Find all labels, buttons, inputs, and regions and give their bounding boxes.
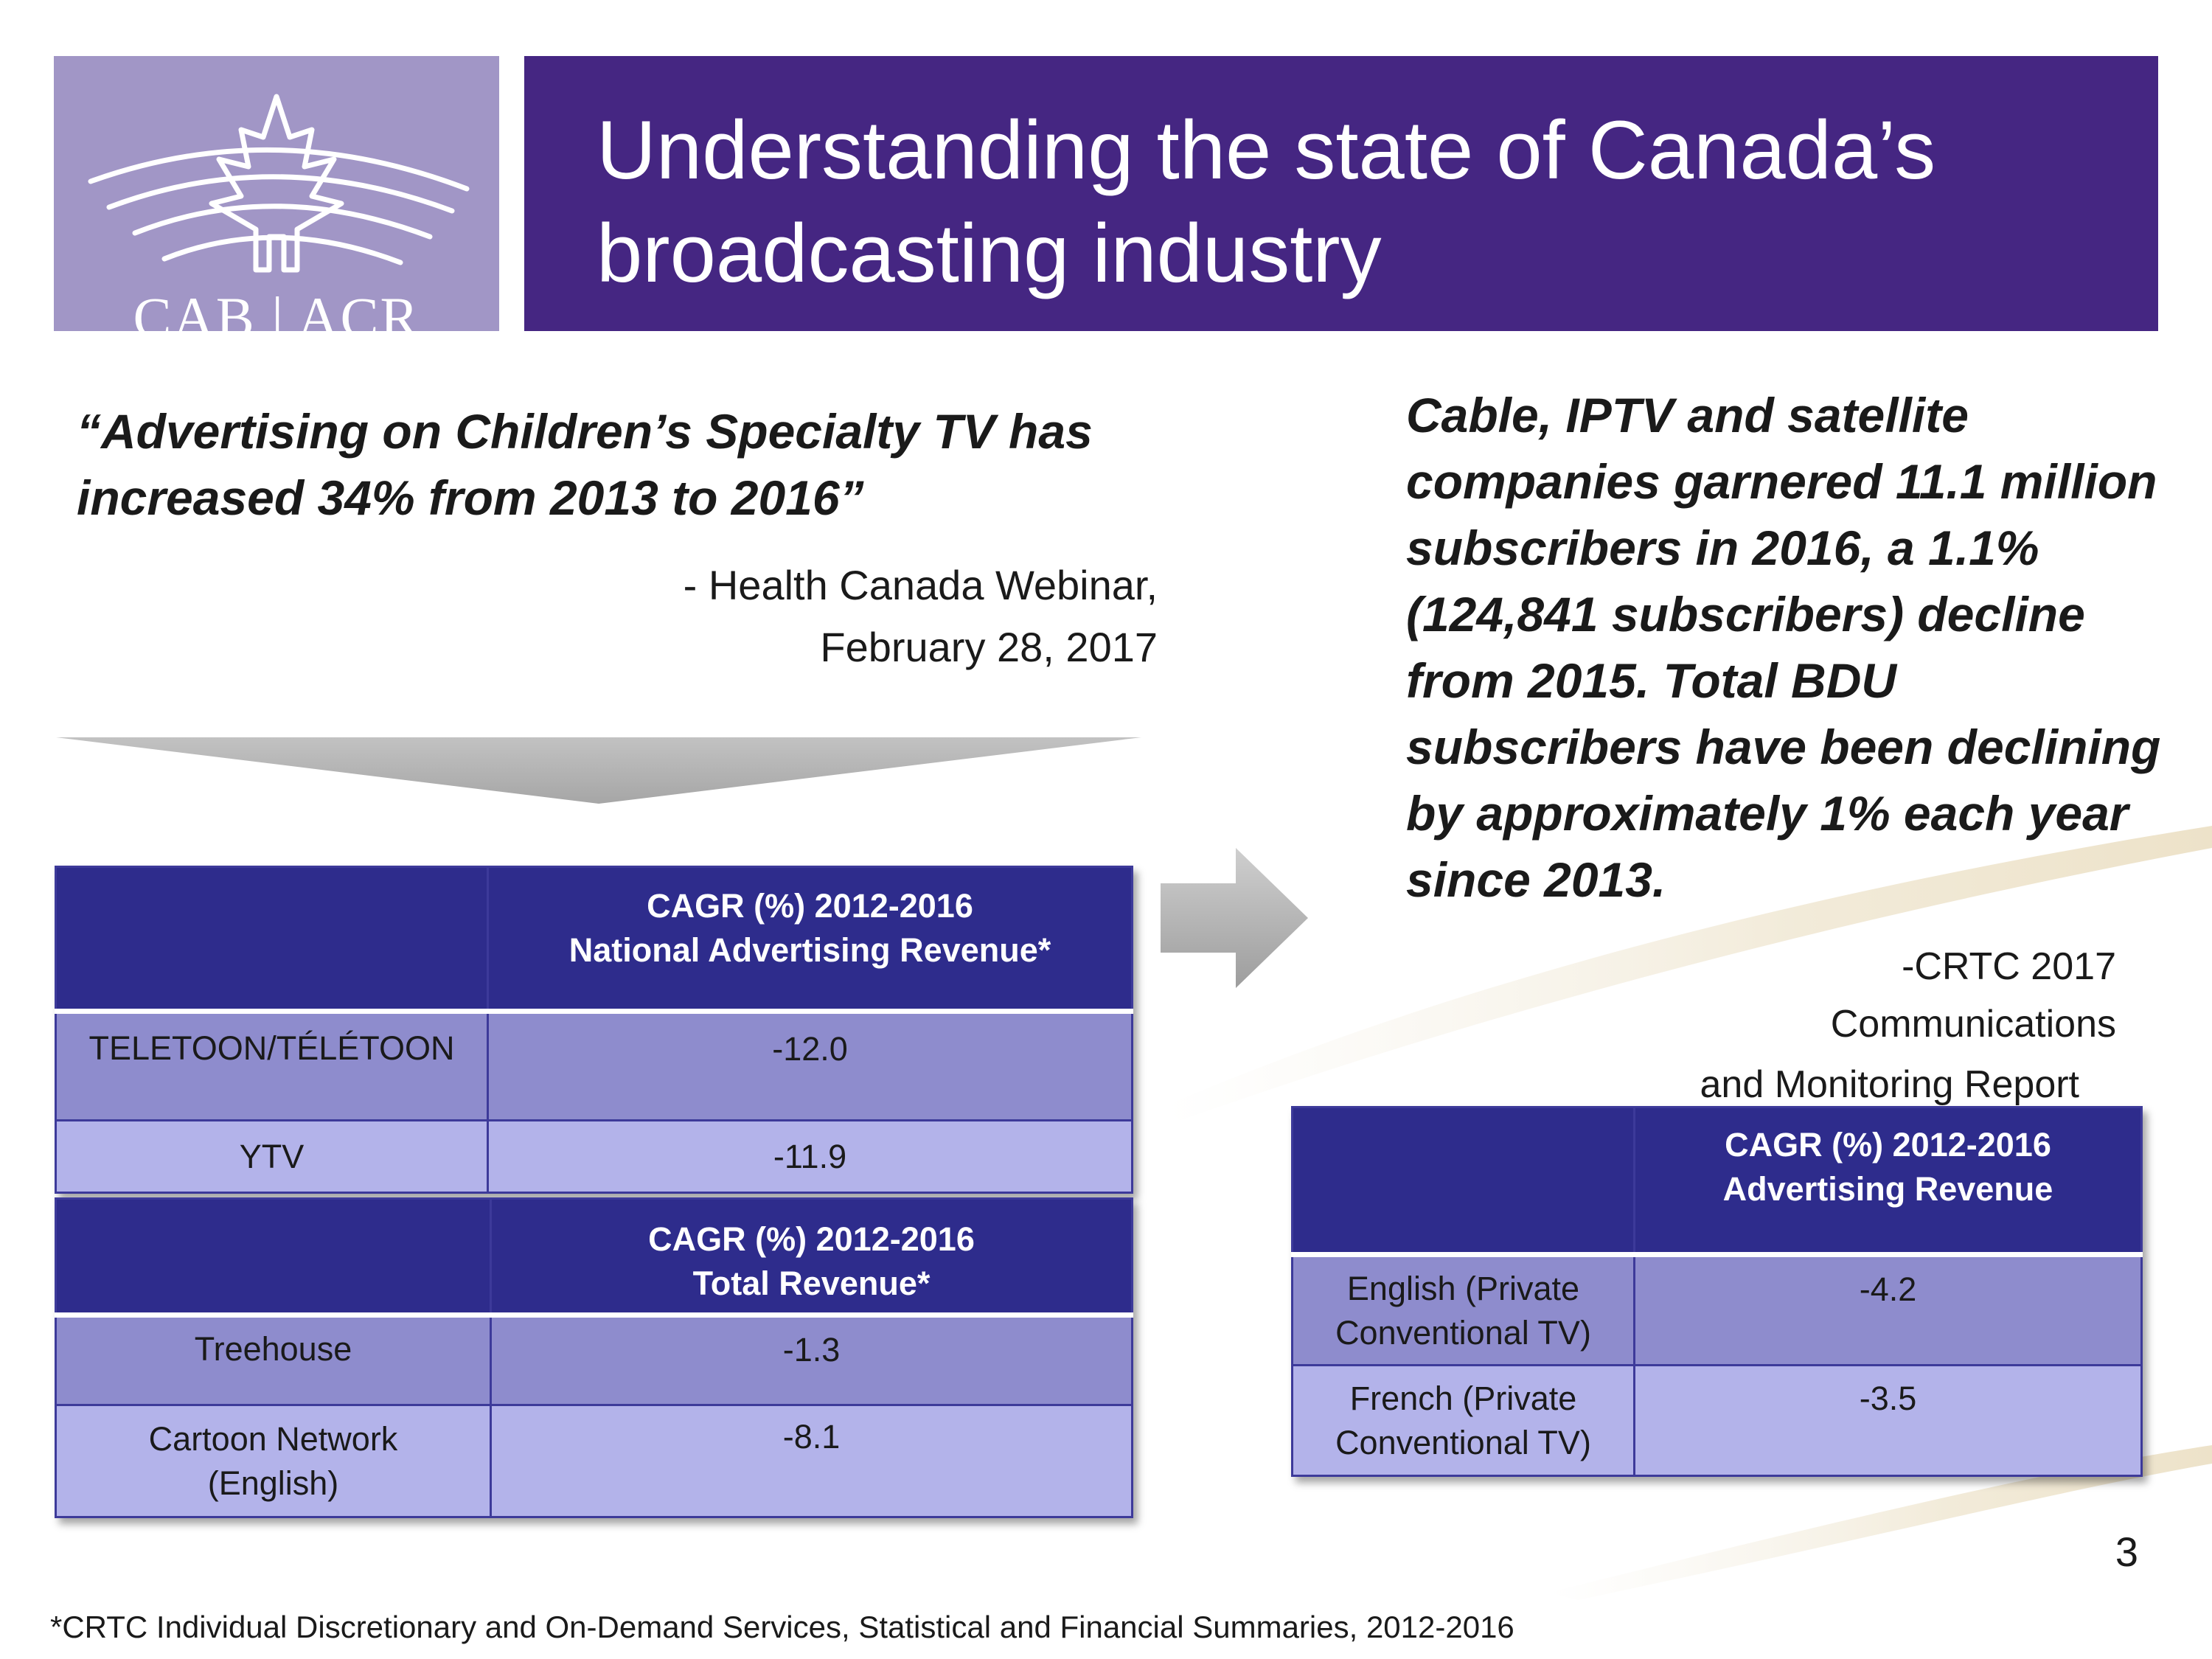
table-row: English (Private Conventional TV) -4.2 — [1291, 1253, 2143, 1366]
crtc-attribution-cont: and Monitoring Report — [1622, 1056, 2079, 1113]
attribution-line: February 28, 2017 — [820, 624, 1158, 670]
logo-text: CAB | ACR — [133, 285, 420, 349]
header-line: CAGR (%) 2012-2016 — [648, 1220, 975, 1258]
crtc-attribution: -CRTC 2017 Communications — [1607, 938, 2116, 1053]
row-label-line: Conventional TV) — [1335, 1423, 1591, 1461]
row-value: -11.9 — [487, 1119, 1133, 1194]
page-number: 3 — [2115, 1528, 2138, 1575]
row-label-line: French (Private — [1349, 1379, 1577, 1417]
table-header-empty — [55, 866, 489, 1014]
row-label: French (Private Conventional TV) — [1291, 1364, 1635, 1477]
down-chevron-icon — [56, 737, 1141, 804]
title-bar: Understanding the state of Canada’s broa… — [524, 56, 2158, 331]
table-row: Treehouse -1.3 — [55, 1314, 1133, 1406]
row-value: -12.0 — [487, 1010, 1133, 1121]
row-label-line: English (Private — [1346, 1269, 1580, 1307]
row-label: English (Private Conventional TV) — [1291, 1253, 1635, 1366]
row-label: YTV — [55, 1119, 489, 1194]
row-label-line: (English) — [207, 1464, 339, 1502]
right-arrow-icon — [1161, 848, 1308, 988]
row-value: -3.5 — [1633, 1364, 2143, 1477]
row-value: -8.1 — [490, 1404, 1133, 1518]
attribution-line: - Health Canada Webinar, — [683, 562, 1158, 608]
maple-leaf-logo-icon — [88, 94, 470, 273]
header-line: Total Revenue* — [692, 1265, 931, 1302]
row-label: Treehouse — [55, 1314, 492, 1406]
total-revenue-table: CAGR (%) 2012-2016 Total Revenue* Treeho… — [55, 1197, 1133, 1518]
row-value: -1.3 — [490, 1314, 1133, 1406]
table-header: CAGR (%) 2012-2016 Advertising Revenue — [1633, 1106, 2143, 1257]
table-row: TELETOON/TÉLÉTOON -12.0 — [55, 1010, 1133, 1121]
logo: CAB | ACR — [54, 56, 499, 347]
attribution-line: Communications — [1830, 1003, 2116, 1046]
header-line: CAGR (%) 2012-2016 — [1725, 1126, 2051, 1164]
table-header: CAGR (%) 2012-2016 Total Revenue* — [490, 1197, 1133, 1318]
health-canada-quote: “Advertising on Children’s Specialty TV … — [77, 404, 1093, 525]
table-header: CAGR (%) 2012-2016 National Advertising … — [487, 866, 1133, 1014]
row-value: -4.2 — [1633, 1253, 2143, 1366]
page-title: Understanding the state of Canada’s broa… — [597, 104, 1936, 299]
table-row: Cartoon Network (English) -8.1 — [55, 1404, 1133, 1518]
national-advertising-table: CAGR (%) 2012-2016 National Advertising … — [55, 866, 1133, 1194]
header-line: National Advertising Revenue* — [568, 931, 1051, 969]
health-canada-attribution: - Health Canada Webinar, February 28, 20… — [442, 554, 1158, 678]
header-line: CAGR (%) 2012-2016 — [647, 887, 973, 925]
table-header-empty — [55, 1197, 492, 1318]
row-label-line: Conventional TV) — [1335, 1313, 1591, 1352]
advertising-revenue-table: CAGR (%) 2012-2016 Advertising Revenue E… — [1291, 1106, 2143, 1477]
table-row: French (Private Conventional TV) -3.5 — [1291, 1364, 2143, 1477]
row-label: Cartoon Network (English) — [55, 1404, 492, 1518]
header-line: Advertising Revenue — [1722, 1170, 2053, 1208]
attribution-line: -CRTC 2017 — [1902, 945, 2116, 988]
crtc-quote: Cable, IPTV and satellite companies garn… — [1406, 388, 2161, 907]
row-label: TELETOON/TÉLÉTOON — [55, 1010, 489, 1121]
table-header-empty — [1291, 1106, 1635, 1257]
row-label-line: Cartoon Network — [148, 1419, 398, 1458]
footnote: *CRTC Individual Discretionary and On-De… — [50, 1610, 1514, 1644]
table-row: YTV -11.9 — [55, 1119, 1133, 1194]
attribution-line: and Monitoring Report — [1700, 1063, 2079, 1106]
